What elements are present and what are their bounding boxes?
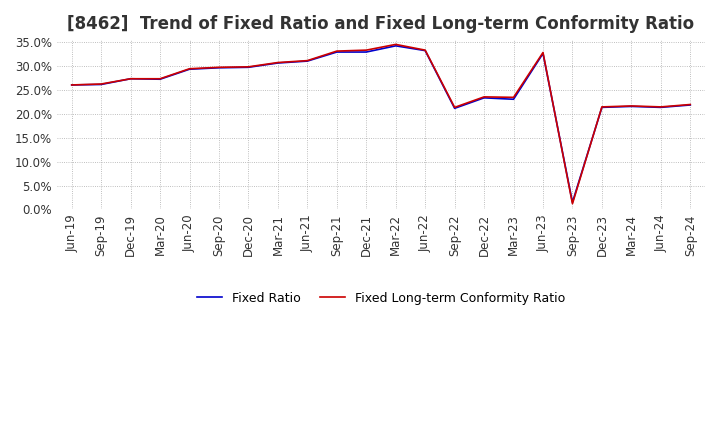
Fixed Ratio <box>68 82 76 88</box>
Fixed Ratio <box>657 105 665 110</box>
Fixed Long-term Conformity Ratio <box>68 82 76 88</box>
Fixed Ratio <box>333 49 341 55</box>
Fixed Ratio <box>598 105 606 110</box>
Title: [8462]  Trend of Fixed Ratio and Fixed Long-term Conformity Ratio: [8462] Trend of Fixed Ratio and Fixed Lo… <box>68 15 695 33</box>
Fixed Long-term Conformity Ratio <box>421 48 430 53</box>
Fixed Ratio <box>539 51 547 56</box>
Fixed Ratio <box>97 82 106 87</box>
Fixed Long-term Conformity Ratio <box>627 103 636 109</box>
Fixed Long-term Conformity Ratio <box>215 65 223 70</box>
Fixed Ratio <box>244 65 253 70</box>
Fixed Long-term Conformity Ratio <box>244 64 253 70</box>
Fixed Long-term Conformity Ratio <box>126 76 135 81</box>
Fixed Long-term Conformity Ratio <box>185 66 194 71</box>
Fixed Ratio <box>303 59 312 64</box>
Fixed Long-term Conformity Ratio <box>333 48 341 54</box>
Fixed Long-term Conformity Ratio <box>568 201 577 206</box>
Fixed Ratio <box>568 200 577 205</box>
Line: Fixed Long-term Conformity Ratio: Fixed Long-term Conformity Ratio <box>72 44 690 204</box>
Fixed Ratio <box>480 95 488 100</box>
Fixed Long-term Conformity Ratio <box>156 76 164 81</box>
Fixed Ratio <box>215 65 223 70</box>
Fixed Long-term Conformity Ratio <box>657 104 665 110</box>
Fixed Long-term Conformity Ratio <box>362 48 371 53</box>
Fixed Ratio <box>686 103 695 108</box>
Fixed Long-term Conformity Ratio <box>509 95 518 100</box>
Fixed Ratio <box>509 97 518 102</box>
Fixed Long-term Conformity Ratio <box>274 60 282 65</box>
Fixed Ratio <box>450 106 459 111</box>
Line: Fixed Ratio: Fixed Ratio <box>72 46 690 202</box>
Fixed Long-term Conformity Ratio <box>97 81 106 87</box>
Fixed Long-term Conformity Ratio <box>392 42 400 47</box>
Fixed Ratio <box>392 43 400 48</box>
Fixed Long-term Conformity Ratio <box>598 104 606 110</box>
Fixed Ratio <box>156 77 164 82</box>
Fixed Ratio <box>627 104 636 109</box>
Fixed Ratio <box>362 49 371 55</box>
Fixed Long-term Conformity Ratio <box>480 94 488 99</box>
Legend: Fixed Ratio, Fixed Long-term Conformity Ratio: Fixed Ratio, Fixed Long-term Conformity … <box>192 287 570 310</box>
Fixed Ratio <box>126 76 135 81</box>
Fixed Long-term Conformity Ratio <box>686 102 695 107</box>
Fixed Long-term Conformity Ratio <box>539 50 547 55</box>
Fixed Ratio <box>421 48 430 53</box>
Fixed Long-term Conformity Ratio <box>450 105 459 110</box>
Fixed Ratio <box>274 60 282 66</box>
Fixed Ratio <box>185 66 194 72</box>
Fixed Long-term Conformity Ratio <box>303 58 312 63</box>
